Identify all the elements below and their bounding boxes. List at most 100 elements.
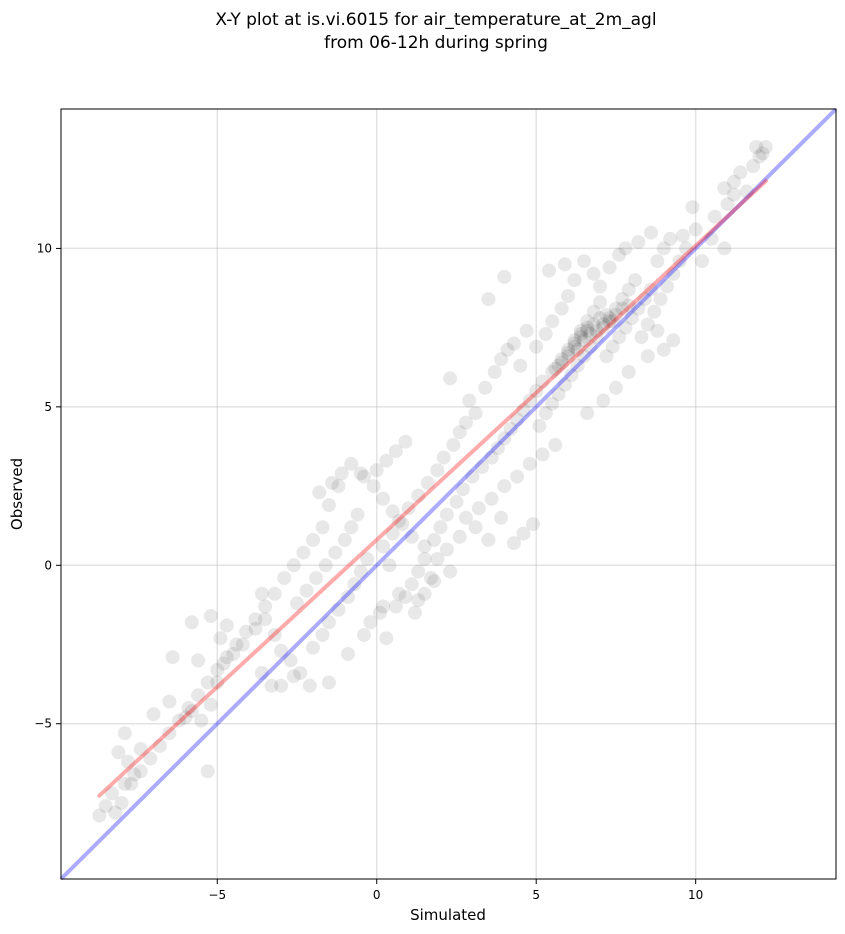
scatter-point: [379, 631, 394, 646]
scatter-point: [752, 149, 767, 164]
scatter-point: [267, 586, 282, 601]
scatter-point: [618, 241, 633, 256]
scatter-point: [398, 434, 413, 449]
scatter-point: [567, 336, 582, 351]
scatter-point: [452, 529, 467, 544]
scatter-point: [210, 675, 225, 690]
scatter-point: [286, 558, 301, 573]
scatter-point: [726, 187, 741, 202]
scatter-point: [264, 678, 279, 693]
scatter-point: [640, 349, 655, 364]
scatter-point: [411, 488, 426, 503]
scatter-point: [615, 292, 630, 307]
scatter-point: [258, 599, 273, 614]
scatter-point: [420, 475, 435, 490]
scatter-point: [341, 647, 355, 661]
scatter-point: [749, 140, 764, 154]
scatter-point: [363, 615, 378, 630]
scatter-point: [229, 637, 244, 652]
scatter-point: [621, 365, 636, 379]
scatter-point: [379, 453, 394, 468]
scatter-point: [561, 349, 576, 364]
scatter-point: [599, 308, 614, 322]
scatter-point: [344, 456, 359, 471]
scatter-point: [663, 231, 678, 246]
scatter-point: [191, 653, 206, 668]
scatter-point: [293, 666, 308, 680]
scatter-point: [746, 159, 761, 173]
scatter-point: [213, 631, 228, 646]
plot-frame: [60, 108, 837, 880]
identity-line: [59, 107, 838, 881]
scatter-point: [385, 504, 400, 519]
scatter-point: [580, 320, 595, 335]
scatter-point: [554, 355, 569, 370]
scatter-point: [430, 552, 445, 566]
scatter-point: [596, 317, 611, 332]
scatter-point: [299, 583, 314, 598]
scatter-point: [586, 304, 601, 319]
scatter-point: [309, 571, 324, 585]
scatter-point: [529, 339, 544, 354]
chart-subtitle: from 06-12h during spring: [324, 33, 548, 53]
scatter-point: [430, 463, 445, 478]
scatter-point: [602, 260, 617, 275]
scatter-point: [315, 628, 330, 642]
scatter-point: [586, 266, 601, 281]
scatter-point: [487, 365, 502, 379]
scatter-point: [695, 254, 709, 269]
scatter-point: [494, 352, 509, 367]
scatter-point: [411, 564, 426, 579]
scatter-point: [758, 140, 773, 154]
scatter-point: [478, 380, 493, 395]
scatter-point: [165, 650, 180, 665]
scatter-point: [526, 517, 540, 532]
scatter-point: [459, 415, 473, 430]
scatter-point: [605, 339, 620, 354]
scatter-point: [580, 406, 595, 421]
scatter-point: [605, 314, 620, 329]
scatter-point: [446, 437, 461, 452]
scatter-point: [325, 475, 340, 490]
y-axis-label: Observed: [8, 458, 26, 530]
scatter-point: [567, 333, 582, 348]
scatter-point: [593, 311, 607, 326]
scatter-point: [660, 279, 674, 294]
scatter-point: [290, 596, 304, 611]
scatter-point: [510, 412, 525, 427]
scatter-point: [283, 653, 298, 668]
x-tick-label: 5: [532, 888, 540, 902]
scatter-point: [717, 181, 732, 196]
scatter-point: [612, 330, 627, 345]
scatter-point: [452, 425, 467, 440]
scatter-point: [353, 466, 368, 481]
scatter-point: [475, 460, 489, 475]
scatter-point: [465, 469, 480, 484]
scatter-point: [497, 269, 512, 284]
scatter-point: [417, 539, 432, 554]
scatter-point: [500, 342, 515, 357]
scatter-point: [564, 368, 579, 383]
scatter-point: [427, 574, 442, 589]
scatter-point: [357, 628, 371, 642]
scatter-point: [369, 463, 384, 478]
scatter-point: [382, 558, 397, 573]
scatter-point: [618, 320, 633, 335]
scatter-point: [203, 697, 218, 712]
scatter-point: [573, 327, 588, 341]
scatter-point: [254, 666, 269, 680]
scatter-point: [449, 494, 464, 509]
scatter-point: [631, 235, 646, 250]
scatter-point: [321, 498, 336, 513]
scatter-point: [656, 241, 671, 256]
scatter-point: [388, 599, 403, 614]
scatter-point: [258, 612, 273, 627]
scatter-point: [401, 501, 416, 516]
scatter-point: [621, 298, 636, 313]
scatter-point: [522, 456, 537, 471]
scatter-point: [510, 469, 525, 484]
scatter-point: [494, 510, 509, 525]
reference-lines: [59, 107, 838, 881]
scatter-point: [685, 200, 700, 215]
scatter-point: [593, 295, 607, 310]
